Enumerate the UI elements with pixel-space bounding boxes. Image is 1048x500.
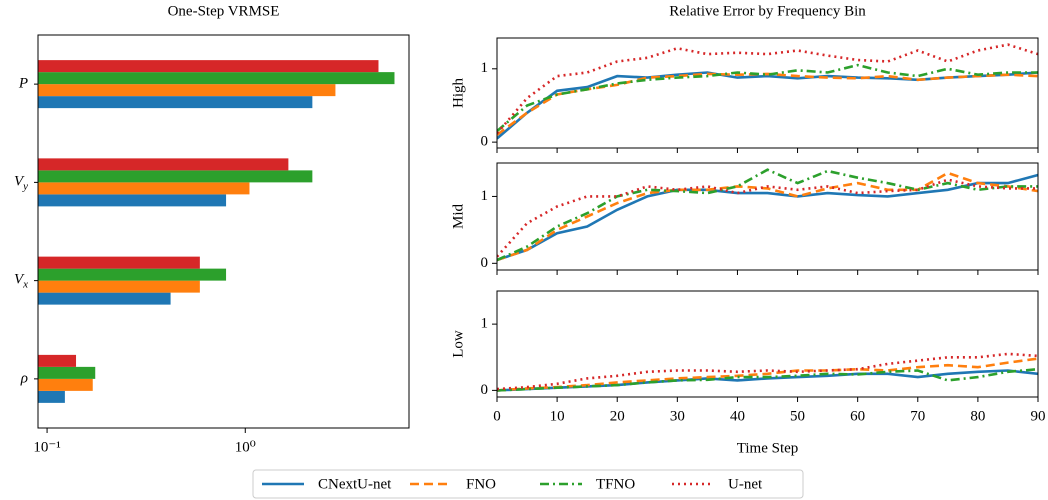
line-series xyxy=(497,168,1038,262)
x-tick-label: 50 xyxy=(790,408,805,424)
x-tick-label: 20 xyxy=(610,408,625,424)
plot-frame xyxy=(496,290,1039,398)
plot-frame xyxy=(496,37,1039,149)
y-axis-label: Mid xyxy=(450,204,466,230)
bar xyxy=(38,194,227,207)
bar xyxy=(38,60,379,73)
y-tick-label: 0 xyxy=(481,382,489,398)
line-series xyxy=(497,71,1038,140)
line-series xyxy=(497,63,1038,133)
line-series xyxy=(497,352,1038,391)
y-tick-label: Vx xyxy=(14,272,28,290)
line-series xyxy=(497,178,1038,258)
line-series xyxy=(497,173,1038,262)
chart-title: Relative Error by Frequency Bin xyxy=(669,3,866,19)
legend-label: TFNO xyxy=(596,476,635,492)
x-tick-label: 10⁰ xyxy=(235,439,256,455)
legend-label: U-net xyxy=(728,476,763,492)
y-tick-label: 0 xyxy=(481,255,489,271)
x-tick-label: 40 xyxy=(730,408,745,424)
bar xyxy=(38,378,93,391)
x-tick-label: 0 xyxy=(493,408,501,424)
bar xyxy=(38,170,313,183)
line-series xyxy=(497,367,1038,392)
bar xyxy=(38,366,96,379)
x-axis-label: Time Step xyxy=(737,440,799,456)
bar xyxy=(38,96,313,109)
y-tick-label: ρ xyxy=(20,370,28,386)
x-tick-label: 10 xyxy=(550,408,565,424)
chart-title: One-Step VRMSE xyxy=(168,3,280,19)
bar xyxy=(38,72,395,85)
bar xyxy=(38,158,289,171)
legend-label: CNextU-net xyxy=(318,476,392,492)
y-axis-label: High xyxy=(450,78,466,109)
line-series xyxy=(497,171,1038,262)
x-tick-label: 70 xyxy=(910,408,925,424)
y-tick-label: 1 xyxy=(481,316,489,332)
bar xyxy=(38,292,171,305)
bar xyxy=(38,256,200,269)
bar xyxy=(38,354,77,367)
bar xyxy=(38,182,250,195)
y-tick-label: 1 xyxy=(481,60,489,76)
y-tick-label: P xyxy=(18,76,28,92)
plot-frame xyxy=(37,34,410,429)
bar xyxy=(38,280,200,293)
bar xyxy=(38,390,65,403)
x-tick-label: 90 xyxy=(1031,408,1046,424)
bar xyxy=(38,84,336,97)
x-tick-label: 80 xyxy=(970,408,985,424)
bar xyxy=(38,268,227,281)
legend-box xyxy=(252,469,804,499)
plot-frame xyxy=(496,162,1039,271)
legend-label: FNO xyxy=(466,476,496,492)
y-tick-label: 1 xyxy=(481,188,489,204)
y-axis-label: Low xyxy=(450,330,466,358)
y-tick-label: Vy xyxy=(14,174,28,192)
line-series xyxy=(497,72,1038,136)
x-tick-label: 30 xyxy=(670,408,685,424)
y-tick-label: 0 xyxy=(481,134,489,150)
x-tick-label: 60 xyxy=(850,408,865,424)
x-tick-label: 10⁻¹ xyxy=(33,439,60,455)
